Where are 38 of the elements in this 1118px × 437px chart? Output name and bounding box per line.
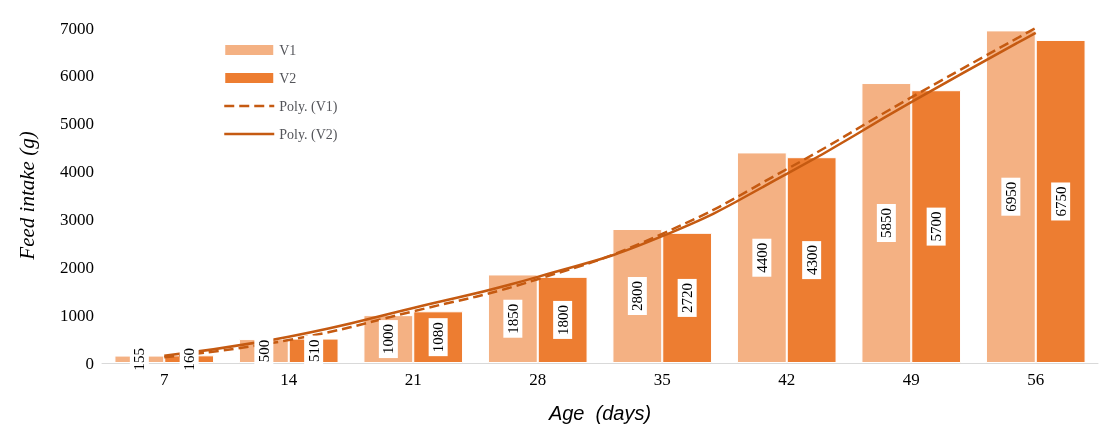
x-tick-label: 35 bbox=[653, 370, 671, 389]
y-tick-label: 5000 bbox=[60, 114, 94, 134]
data-label: 2800 bbox=[629, 281, 646, 311]
y-tick-label: 3000 bbox=[60, 209, 94, 229]
data-label: 4300 bbox=[803, 245, 820, 276]
data-label: 5850 bbox=[878, 208, 895, 239]
x-tick-label: 7 bbox=[160, 370, 169, 389]
y-tick-label: 6000 bbox=[60, 66, 94, 86]
legend-label: V1 bbox=[279, 42, 297, 58]
y-tick-label: 7000 bbox=[60, 18, 94, 38]
y-tick-label: 1000 bbox=[60, 305, 94, 325]
y-tick-label: 0 bbox=[85, 353, 94, 373]
data-label: 5700 bbox=[928, 211, 945, 242]
y-axis-title: Feed intake (g) bbox=[14, 131, 39, 261]
data-label: 2720 bbox=[679, 282, 696, 313]
legend-label: Poly. (V1) bbox=[279, 98, 338, 115]
data-label: 1800 bbox=[554, 304, 571, 335]
x-tick-label: 28 bbox=[529, 370, 547, 389]
data-label: 6750 bbox=[1052, 186, 1069, 217]
x-tick-label: 49 bbox=[902, 370, 920, 389]
x-tick-label: 21 bbox=[404, 370, 422, 389]
data-label: 155 bbox=[131, 348, 148, 371]
x-tick-label: 14 bbox=[280, 370, 298, 389]
x-axis-title: Age (days) bbox=[547, 402, 652, 424]
data-label: 160 bbox=[181, 347, 198, 371]
data-label: 6950 bbox=[1002, 181, 1019, 212]
data-label: 1000 bbox=[380, 324, 397, 355]
y-tick-label: 4000 bbox=[60, 162, 94, 182]
x-tick-label: 56 bbox=[1027, 370, 1045, 389]
legend-label: V2 bbox=[279, 70, 297, 86]
data-label: 1850 bbox=[504, 303, 521, 334]
legend-label: Poly. (V2) bbox=[279, 126, 338, 143]
data-label: 4400 bbox=[753, 242, 770, 273]
x-tick-label: 42 bbox=[778, 370, 796, 389]
y-tick-label: 2000 bbox=[60, 257, 94, 277]
data-label: 500 bbox=[255, 339, 272, 363]
data-label: 510 bbox=[305, 339, 322, 363]
data-label: 1080 bbox=[430, 322, 447, 353]
